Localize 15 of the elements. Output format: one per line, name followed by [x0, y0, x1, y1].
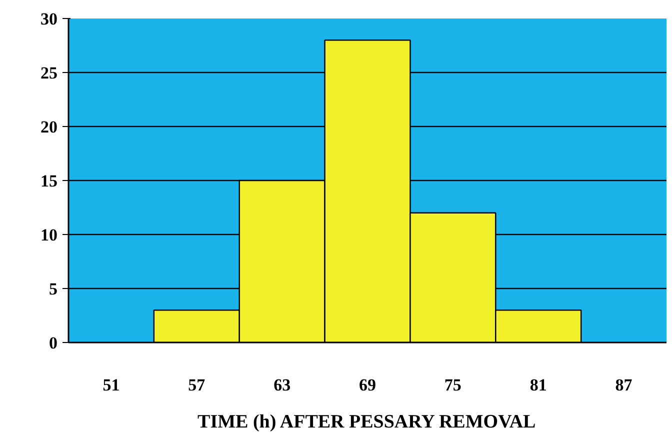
y-tick-label: 15 — [40, 172, 58, 190]
y-tick-label: 10 — [40, 226, 58, 244]
y-tick-label: 5 — [49, 280, 58, 298]
x-tick-label: 75 — [444, 376, 462, 394]
x-tick-label: 63 — [274, 376, 291, 394]
x-axis-title: TIME (h) AFTER PESSARY REMOVAL — [198, 412, 536, 432]
y-tick-label: 30 — [40, 10, 58, 28]
x-tick-label: 51 — [102, 376, 120, 394]
y-tick-label: 20 — [40, 118, 58, 136]
x-tick-label: 87 — [615, 376, 633, 394]
y-tick-label: 25 — [40, 64, 58, 82]
x-tick-label: 81 — [530, 376, 547, 394]
x-tick-label: 57 — [188, 376, 206, 394]
x-tick-label: 69 — [359, 376, 376, 394]
y-tick-label: 0 — [49, 334, 58, 352]
